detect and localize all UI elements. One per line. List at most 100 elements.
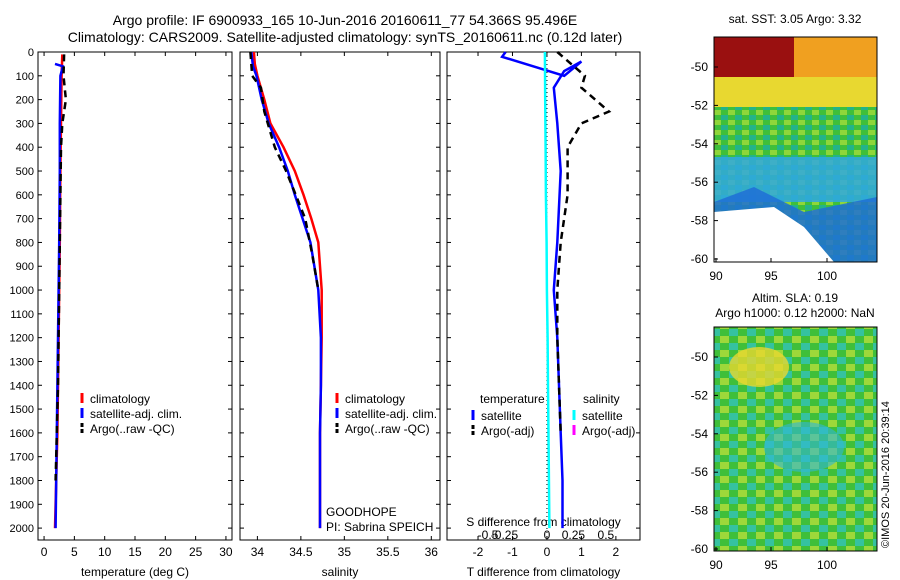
- legend-label: Argo(..raw -QC): [90, 422, 175, 436]
- map-x-tick-label: 100: [817, 269, 837, 283]
- map-y-tick-label: -56: [691, 465, 709, 479]
- y-tick-label: 400: [16, 142, 34, 154]
- argo-height-label: Argo h1000: 0.12 h2000: NaN: [715, 306, 875, 320]
- legend-label: satellite: [582, 409, 623, 423]
- x-tick-label: 15: [128, 545, 142, 559]
- map-y-tick-label: -52: [691, 98, 709, 112]
- y-tick-label: 1000: [10, 285, 34, 297]
- x-tick-label: 0: [41, 545, 48, 559]
- y-tick-label: 1300: [10, 356, 34, 368]
- map-frame: [713, 326, 878, 552]
- series-line-2-3: [249, 51, 320, 291]
- x-axis-label: T difference from climatology: [467, 565, 621, 579]
- map-y-tick-label: -58: [691, 214, 709, 228]
- float-program-label: GOODHOPE: [326, 505, 397, 519]
- sst-map: 90 95 100 -50 -52 -54 -56 -58 -60: [691, 36, 878, 283]
- map-warm-patch: [714, 37, 794, 77]
- map-warm-patch: [794, 37, 877, 82]
- series-line-1-3: [54, 54, 68, 481]
- y-tick-label: 1500: [10, 404, 34, 416]
- x-tick-label: 35.5: [376, 545, 400, 559]
- map-x-tick-label: 90: [709, 558, 723, 572]
- x-tick-label: 34.5: [289, 545, 313, 559]
- y-tick-label: 1100: [10, 309, 34, 321]
- top-tick-label: 0.5: [598, 528, 615, 542]
- x-tick-label: 1: [578, 545, 585, 559]
- x-tick-label: 36: [425, 545, 439, 559]
- map-warm-patch: [714, 77, 877, 107]
- map-y-tick-label: -54: [691, 137, 709, 151]
- y-tick-label: 900: [16, 261, 34, 273]
- legend-label: satellite: [481, 409, 522, 423]
- y-tick-label: 1800: [10, 475, 34, 487]
- plot-frame: [446, 51, 641, 541]
- map-x-tick-label: 95: [764, 558, 778, 572]
- top-tick-label: 0: [544, 528, 551, 542]
- legend-label: Argo(..raw -QC): [345, 422, 430, 436]
- map-y-tick-label: -60: [691, 252, 709, 266]
- x-tick-label: 5: [71, 545, 78, 559]
- series-line-3-3: [543, 51, 551, 529]
- map-x-tick-label: 90: [709, 269, 723, 283]
- y-tick-label: 700: [16, 214, 34, 226]
- legend-temperature-title: temperature: [480, 392, 545, 406]
- map-x-tick-label: 100: [817, 558, 837, 572]
- map-y-tick-label: -58: [691, 504, 709, 518]
- x-tick-label: 34: [251, 545, 265, 559]
- y-tick-label: 1600: [10, 428, 34, 440]
- y-tick-label: 500: [16, 166, 34, 178]
- y-tick-label: 1700: [10, 452, 34, 464]
- x-tick-label: 20: [159, 545, 173, 559]
- map-y-tick-label: -50: [691, 350, 709, 364]
- panel-1: 0100200300400500600700800900100011001200…: [10, 47, 233, 579]
- x-axis-label: salinity: [322, 565, 359, 579]
- map-frame: [713, 36, 878, 263]
- map-y-tick-label: -50: [691, 60, 709, 74]
- sla-label: Altim. SLA: 0.19: [751, 291, 839, 305]
- top-tick-label: -0.5: [478, 528, 499, 542]
- panel-3: -2 -1 0 1 2 T difference from climatology S di…: [446, 51, 641, 579]
- map-x-tick-label: 95: [764, 269, 778, 283]
- map-y-tick-label: -52: [691, 388, 709, 402]
- map-low-patch: [764, 422, 844, 472]
- top-axis-label: S difference from climatology: [466, 515, 621, 529]
- x-axis-label: temperature (deg C): [81, 565, 189, 579]
- chart-title-line2: Climatology: CARS2009. Satellite-adjuste…: [67, 29, 623, 45]
- legend-label: satellite-adj. clim.: [90, 407, 182, 421]
- sla-map: 90 95 100 -50 -52 -54 -56 -58 -60: [691, 326, 878, 572]
- y-tick-label: 800: [16, 237, 34, 249]
- y-tick-label: 2000: [10, 523, 34, 535]
- sst-label: sat. SST: 3.05 Argo: 3.32: [728, 12, 862, 26]
- y-tick-label: 1400: [10, 380, 34, 392]
- legend-label: Argo(-adj): [481, 424, 534, 438]
- x-tick-label: 0: [544, 545, 551, 559]
- x-tick-label: 35: [338, 545, 352, 559]
- series-line-3-1: [500, 51, 583, 529]
- plot-frame: [37, 51, 233, 541]
- legend-label: Argo(-adj): [582, 424, 635, 438]
- y-tick-label: 1900: [10, 499, 34, 511]
- y-tick-label: 300: [16, 118, 34, 130]
- chart-title-line1: Argo profile: IF 6900933_165 10-Jun-2016…: [112, 12, 578, 28]
- legend-salinity-title: salinity: [583, 392, 620, 406]
- series-line-3-2: [556, 51, 612, 433]
- panel-2: 34 34.5 35 35.5 36 salinity climatologysatelli…: [239, 51, 441, 579]
- x-tick-label: 25: [189, 545, 203, 559]
- x-tick-label: -2: [473, 545, 484, 559]
- series-line-2-2: [250, 51, 323, 529]
- map-y-tick-label: -56: [691, 175, 709, 189]
- legend-label: climatology: [345, 392, 405, 406]
- x-tick-label: 30: [219, 545, 233, 559]
- legend-label: climatology: [90, 392, 150, 406]
- y-tick-label: 600: [16, 190, 34, 202]
- y-tick-label: 200: [16, 95, 34, 107]
- x-tick-label: -1: [507, 545, 518, 559]
- x-tick-label: 2: [613, 545, 620, 559]
- map-ice-area: [714, 207, 834, 262]
- x-tick-label: 10: [98, 545, 112, 559]
- y-tick-label: 100: [16, 71, 34, 83]
- map-y-tick-label: -54: [691, 427, 709, 441]
- map-y-tick-label: -60: [691, 542, 709, 556]
- legend-label: satellite-adj. clim.: [345, 407, 437, 421]
